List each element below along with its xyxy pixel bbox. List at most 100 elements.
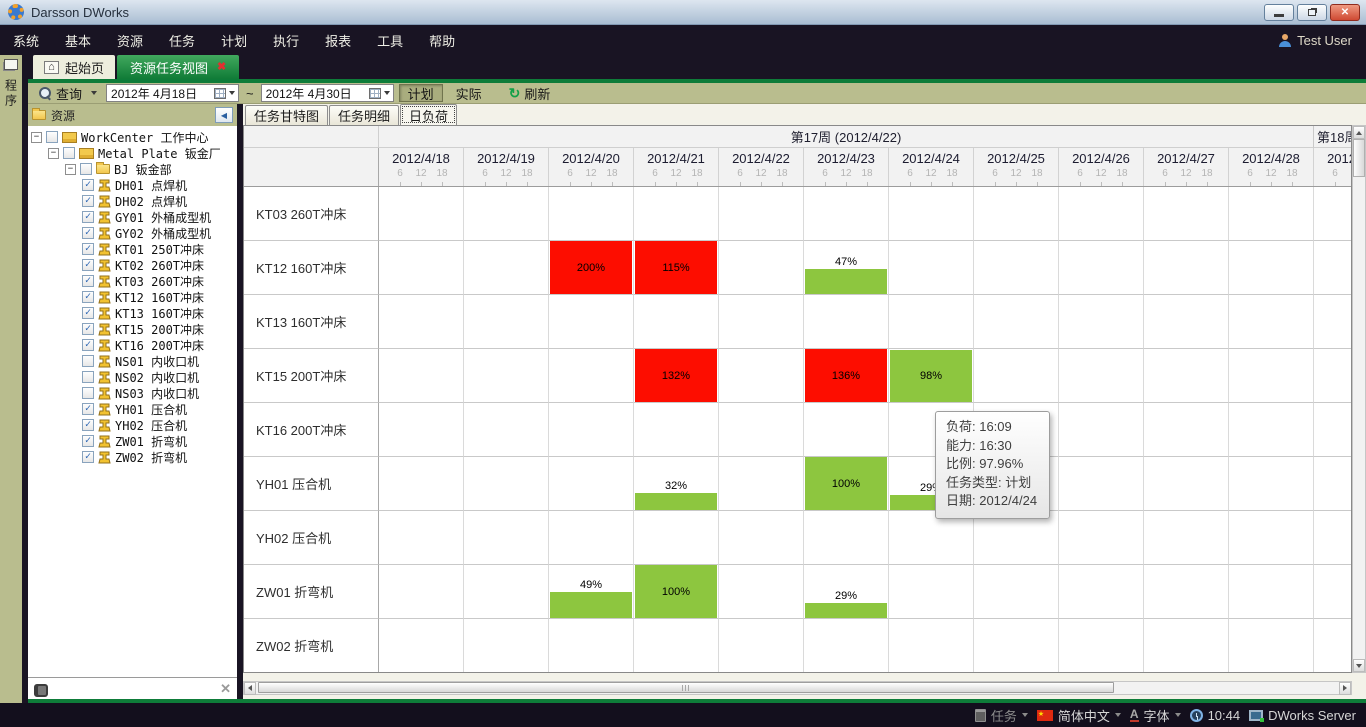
menu-item-1[interactable]: 基本: [65, 33, 92, 49]
load-bar[interactable]: 100%: [635, 565, 717, 618]
load-bar[interactable]: [550, 592, 632, 618]
status-font-menu[interactable]: A 字体: [1129, 706, 1181, 725]
actual-toggle-button[interactable]: 实际: [448, 84, 490, 102]
load-bar[interactable]: 132%: [635, 349, 717, 402]
view-tab-0[interactable]: 任务甘特图: [245, 105, 329, 125]
load-bar[interactable]: 136%: [805, 349, 887, 402]
program-panel-strip[interactable]: 程序: [0, 55, 22, 703]
tree-checkbox[interactable]: ✓: [82, 211, 94, 223]
tree-node-label[interactable]: GY01 外桶成型机: [115, 210, 212, 225]
tree-checkbox[interactable]: [63, 147, 75, 159]
tree-node-label[interactable]: KT01 250T冲床: [115, 242, 205, 257]
load-bar[interactable]: [635, 493, 717, 510]
tree-node-label[interactable]: DH01 点焊机: [115, 178, 188, 193]
horizontal-scroll-thumb[interactable]: [258, 682, 1114, 693]
menu-item-3[interactable]: 任务: [169, 33, 196, 49]
tree-checkbox[interactable]: ✓: [82, 403, 94, 415]
load-bar[interactable]: 100%: [805, 457, 887, 510]
tree-node-label[interactable]: KT15 200T冲床: [115, 322, 205, 337]
minimize-button[interactable]: [1264, 3, 1294, 21]
refresh-button[interactable]: ↻ 刷新: [505, 84, 555, 102]
scroll-left-button[interactable]: [244, 681, 256, 695]
tree-checkbox[interactable]: ✓: [82, 307, 94, 319]
tree-node-label[interactable]: YH01 压合机: [115, 402, 188, 417]
calendar-icon[interactable]: [214, 87, 227, 99]
tree-checkbox[interactable]: [82, 371, 94, 383]
tree-node-label[interactable]: GY02 外桶成型机: [115, 226, 212, 241]
vertical-scroll-thumb[interactable]: [1353, 139, 1365, 177]
vertical-scrollbar[interactable]: [1352, 125, 1366, 673]
tree-checkbox[interactable]: [80, 163, 92, 175]
tree-node-label[interactable]: KT02 260T冲床: [115, 258, 205, 273]
tree-node-label[interactable]: KT13 160T冲床: [115, 306, 205, 321]
tree-checkbox[interactable]: [82, 387, 94, 399]
menu-item-0[interactable]: 系统: [13, 33, 40, 49]
menu-item-8[interactable]: 帮助: [429, 33, 456, 49]
date-to-field[interactable]: 2012年 4月30日: [260, 84, 394, 102]
tree-checkbox[interactable]: ✓: [82, 259, 94, 271]
date-from-dropdown-icon[interactable]: [229, 91, 236, 95]
tree-node-label[interactable]: WorkCenter 工作中心: [81, 130, 209, 145]
tree-node-label[interactable]: KT12 160T冲床: [115, 290, 205, 305]
collapse-panel-button[interactable]: ◀: [215, 107, 233, 123]
tree-checkbox[interactable]: ✓: [82, 275, 94, 287]
date-from-field[interactable]: 2012年 4月18日: [106, 84, 240, 102]
close-button[interactable]: ✕: [1330, 3, 1360, 21]
tree-checkbox[interactable]: ✓: [82, 291, 94, 303]
view-tab-1[interactable]: 任务明细: [329, 105, 400, 125]
tab-home[interactable]: ⌂ 起始页: [33, 55, 116, 79]
menu-item-2[interactable]: 资源: [117, 33, 144, 49]
menu-item-5[interactable]: 执行: [273, 33, 300, 49]
restore-button[interactable]: [1297, 3, 1327, 21]
tree-node-label[interactable]: ZW01 折弯机: [115, 434, 188, 449]
view-tab-2[interactable]: 日负荷: [400, 104, 458, 125]
tree-search-input[interactable]: [53, 681, 216, 696]
menu-item-6[interactable]: 报表: [325, 33, 352, 49]
date-to-dropdown-icon[interactable]: [383, 91, 390, 95]
scroll-up-button[interactable]: [1353, 126, 1365, 139]
tree-expander-icon[interactable]: −: [65, 163, 76, 175]
tree-checkbox[interactable]: ✓: [82, 179, 94, 191]
scroll-right-button[interactable]: [1339, 681, 1351, 695]
tree-checkbox[interactable]: ✓: [82, 195, 94, 207]
tree-checkbox[interactable]: ✓: [82, 227, 94, 239]
tree-checkbox[interactable]: ✓: [82, 451, 94, 463]
tree-node-label[interactable]: NS03 内收口机: [115, 386, 200, 401]
user-area[interactable]: Test User: [1279, 33, 1366, 48]
tree-checkbox[interactable]: ✓: [82, 419, 94, 431]
load-bar[interactable]: 200%: [550, 241, 632, 294]
tree-node-label[interactable]: YH02 压合机: [115, 418, 188, 433]
tab-resource-task-view[interactable]: 资源任务视图 ✖: [117, 55, 240, 79]
calendar-icon[interactable]: [368, 87, 381, 99]
menu-item-4[interactable]: 计划: [221, 33, 248, 49]
load-bar[interactable]: [805, 269, 887, 294]
tree-checkbox[interactable]: ✓: [82, 435, 94, 447]
tree-checkbox[interactable]: ✓: [82, 243, 94, 255]
query-button[interactable]: 查询: [35, 84, 101, 103]
load-bar[interactable]: 98%: [890, 350, 972, 402]
plan-toggle-button[interactable]: 计划: [398, 84, 443, 102]
status-task-menu[interactable]: 任务: [974, 706, 1028, 725]
menu-item-7[interactable]: 工具: [377, 33, 404, 49]
scroll-down-button[interactable]: [1353, 659, 1365, 672]
horizontal-scrollbar[interactable]: [243, 681, 1352, 695]
tree-expander-icon[interactable]: −: [31, 131, 42, 143]
tree-node-label[interactable]: Metal Plate 钣金厂: [98, 146, 221, 161]
tree-checkbox[interactable]: ✓: [82, 323, 94, 335]
tree-node-label[interactable]: KT16 200T冲床: [115, 338, 205, 353]
status-language-menu[interactable]: ★ 简体中文: [1036, 706, 1121, 725]
tree-checkbox[interactable]: [46, 131, 58, 143]
tree-checkbox[interactable]: ✓: [82, 339, 94, 351]
tree-node-label[interactable]: DH02 点焊机: [115, 194, 188, 209]
tree-checkbox[interactable]: [82, 355, 94, 367]
query-dropdown-icon[interactable]: [91, 91, 98, 95]
tab-close-icon[interactable]: ✖: [217, 60, 227, 73]
tree-node-label[interactable]: BJ 钣金部: [114, 162, 172, 177]
tree-expander-icon[interactable]: −: [48, 147, 59, 159]
load-bar[interactable]: [805, 603, 887, 618]
tree-node-label[interactable]: KT03 260T冲床: [115, 274, 205, 289]
clear-search-icon[interactable]: ✕: [220, 681, 231, 696]
load-bar[interactable]: 115%: [635, 241, 717, 294]
tree-node-label[interactable]: ZW02 折弯机: [115, 450, 188, 465]
tree-node-label[interactable]: NS01 内收口机: [115, 354, 200, 369]
